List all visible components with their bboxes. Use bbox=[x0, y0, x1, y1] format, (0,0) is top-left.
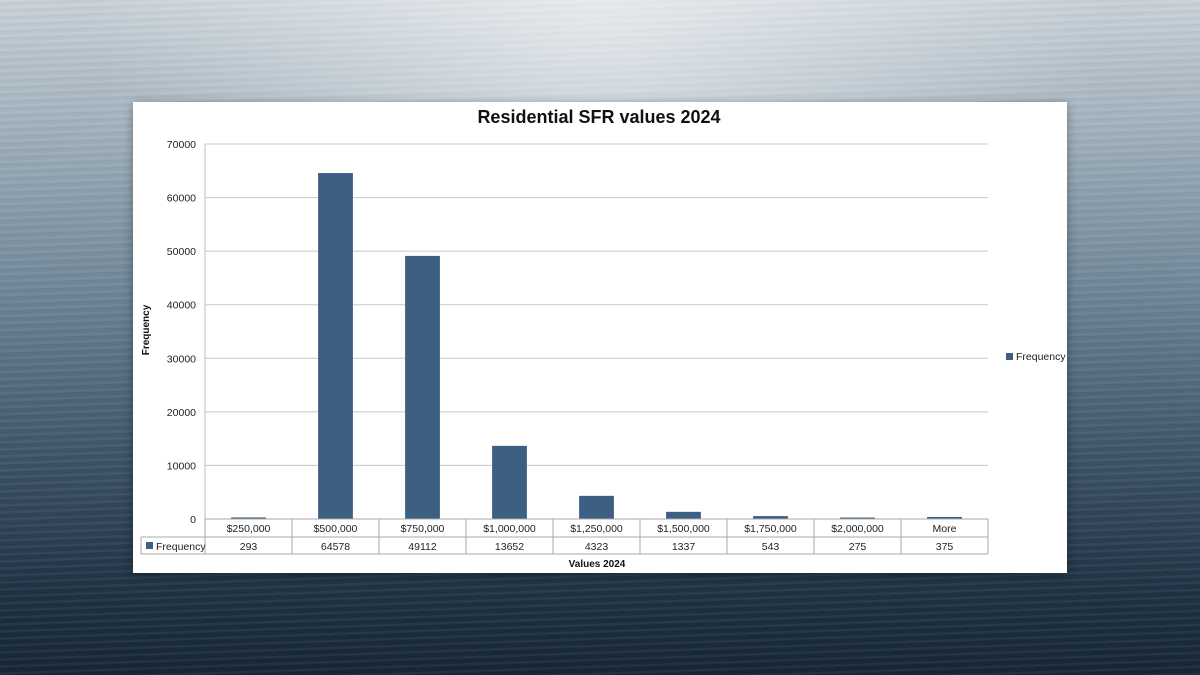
bar bbox=[405, 255, 440, 519]
x-category-label: $750,000 bbox=[401, 523, 445, 535]
x-axis-title: Values 2024 bbox=[569, 559, 626, 570]
table-legend-swatch bbox=[146, 542, 153, 549]
table-value: 64578 bbox=[321, 541, 350, 553]
table-value: 13652 bbox=[495, 541, 524, 553]
y-tick-label: 60000 bbox=[167, 193, 196, 205]
legend-swatch bbox=[1006, 353, 1013, 360]
x-category-label: $1,250,000 bbox=[570, 523, 623, 535]
x-category-label: $500,000 bbox=[314, 523, 358, 535]
bar bbox=[492, 445, 527, 519]
chart-title: Residential SFR values 2024 bbox=[477, 107, 720, 127]
x-category-label: $1,000,000 bbox=[483, 523, 536, 535]
bar bbox=[231, 517, 266, 519]
x-category-label: $250,000 bbox=[227, 523, 271, 535]
table-value: 1337 bbox=[672, 541, 696, 553]
legend: Frequency bbox=[1006, 351, 1066, 363]
y-tick-label: 70000 bbox=[167, 139, 196, 151]
table-value: 49112 bbox=[408, 541, 437, 553]
histogram-chart: Residential SFR values 2024 0 10000 20000 3… bbox=[140, 107, 1066, 570]
x-category-label: $2,000,000 bbox=[831, 523, 884, 535]
table-value: 375 bbox=[936, 541, 954, 553]
chart-card: Residential SFR values 2024 0 10000 20000 3… bbox=[133, 102, 1067, 573]
table-value: 275 bbox=[849, 541, 867, 553]
bar bbox=[840, 517, 875, 519]
y-tick-label: 0 bbox=[190, 514, 196, 526]
bar bbox=[753, 516, 788, 519]
y-tick-label: 20000 bbox=[167, 407, 196, 419]
x-category-label: More bbox=[933, 523, 957, 535]
y-axis-title: Frequency bbox=[141, 304, 152, 355]
legend-label: Frequency bbox=[1016, 351, 1066, 363]
y-tick-label: 10000 bbox=[167, 460, 196, 472]
bar bbox=[927, 516, 962, 519]
table-value: 543 bbox=[762, 541, 780, 553]
bar bbox=[318, 173, 353, 519]
table-series-label: Frequency bbox=[156, 541, 206, 553]
data-table: $250,000 293 $500,000 64578 $750,000 49112 $1,… bbox=[140, 518, 989, 555]
y-tick-label: 50000 bbox=[167, 246, 196, 258]
bars bbox=[231, 173, 962, 519]
x-category-label: $1,500,000 bbox=[657, 523, 710, 535]
x-category-label: $1,750,000 bbox=[744, 523, 797, 535]
table-value: 4323 bbox=[585, 541, 609, 553]
table-value: 293 bbox=[240, 541, 258, 553]
y-axis-ticks: 0 10000 20000 30000 40000 50000 60000 70000 bbox=[167, 139, 196, 526]
bar bbox=[666, 511, 701, 519]
y-tick-label: 40000 bbox=[167, 300, 196, 312]
bar bbox=[579, 495, 614, 519]
y-tick-label: 30000 bbox=[167, 353, 196, 365]
